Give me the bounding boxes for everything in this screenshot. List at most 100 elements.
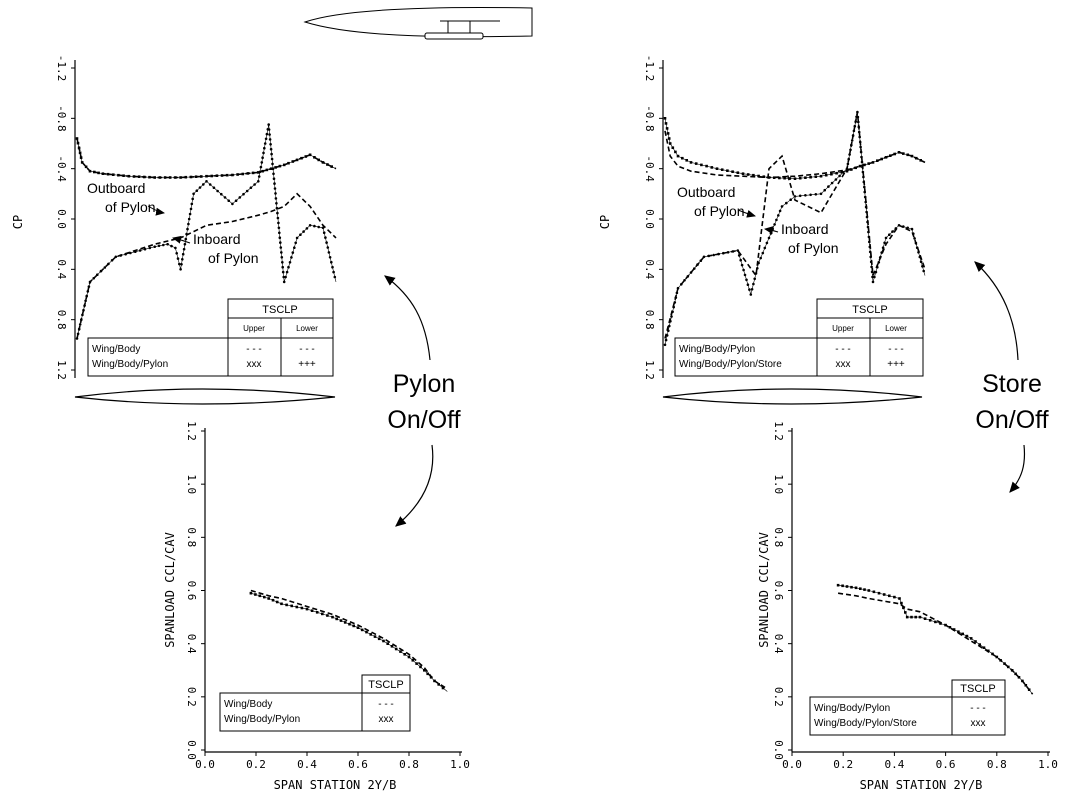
data-point	[889, 154, 892, 157]
data-point	[722, 251, 725, 255]
data-point	[317, 225, 321, 229]
data-point	[874, 270, 878, 274]
data-point	[883, 241, 886, 245]
data-point	[324, 236, 327, 239]
y-tick-label: -1.2	[643, 55, 656, 82]
data-point	[871, 280, 875, 284]
legend-row-label: Wing/Body/Pylon	[224, 714, 300, 725]
data-point	[267, 597, 270, 600]
data-point	[200, 175, 203, 178]
data-point	[76, 141, 80, 145]
data-point	[850, 585, 853, 589]
span-left-xlabel: SPAN STATION 2Y/B	[274, 778, 397, 792]
data-point	[923, 617, 927, 620]
series-line	[664, 130, 926, 179]
data-point	[356, 626, 360, 629]
data-point	[282, 280, 286, 284]
data-point	[170, 244, 173, 248]
data-point	[869, 255, 872, 259]
data-point	[174, 176, 177, 179]
annotation-inboard-sub: of Pylon	[208, 250, 259, 266]
y-tick-label: 0.4	[772, 634, 785, 654]
data-point	[274, 166, 277, 169]
legend-col-upper: Upper	[832, 324, 854, 333]
callout-pylon: Pylon On/Off	[384, 275, 461, 527]
span-left-legend: TSCLP Wing/Body Wing/Body/Pylon - - - xx…	[219, 674, 411, 732]
data-point	[317, 158, 320, 162]
data-point	[179, 268, 182, 271]
data-point	[166, 242, 169, 246]
data-point	[748, 288, 751, 291]
data-point	[134, 250, 137, 253]
data-point	[814, 193, 818, 196]
y-tick-label: 0.2	[185, 687, 198, 707]
data-point	[308, 153, 312, 157]
data-point	[915, 246, 919, 249]
data-point	[186, 227, 189, 231]
data-point	[322, 231, 326, 234]
legend-row-lower: +++	[887, 359, 905, 370]
data-point	[191, 197, 194, 201]
data-point	[189, 207, 193, 211]
data-point	[777, 214, 780, 217]
data-point	[944, 623, 947, 627]
data-point	[293, 246, 296, 249]
data-point	[423, 669, 426, 672]
legend-row-value: - - -	[970, 703, 986, 714]
data-point	[273, 187, 277, 190]
data-point	[663, 343, 667, 347]
data-point	[840, 170, 844, 174]
data-point	[80, 161, 84, 164]
data-point	[904, 611, 907, 614]
data-point	[369, 633, 372, 636]
data-point	[863, 185, 866, 189]
data-point	[731, 250, 735, 253]
data-point	[846, 162, 850, 166]
legend-row-lower: - - -	[299, 344, 315, 355]
data-point	[245, 189, 249, 193]
arrow-inboard	[172, 235, 191, 244]
data-point	[897, 151, 901, 154]
y-tick-label: 0.4	[643, 259, 656, 279]
data-point	[285, 603, 288, 607]
legend-header: TSCLP	[368, 679, 403, 691]
legend-row-upper: - - -	[835, 344, 851, 355]
data-point	[746, 173, 750, 176]
data-point	[999, 659, 1002, 662]
data-point	[178, 262, 181, 266]
data-point	[668, 324, 671, 328]
data-point	[991, 652, 994, 656]
data-point	[860, 155, 863, 159]
data-point	[804, 194, 807, 197]
data-point	[88, 280, 92, 284]
data-point	[261, 169, 264, 173]
data-point	[321, 161, 325, 164]
legend-row-label: Wing/Body/Pylon	[814, 703, 890, 714]
data-point	[327, 251, 331, 254]
data-point	[137, 175, 141, 178]
data-point	[1010, 669, 1014, 672]
span-right-ylabel: SPANLOAD CCL/CAV	[757, 532, 771, 648]
data-point	[291, 251, 295, 254]
data-point	[921, 265, 924, 268]
data-point	[106, 172, 110, 176]
data-point	[854, 166, 857, 170]
data-point	[238, 196, 242, 199]
data-point	[143, 175, 146, 179]
data-point	[902, 152, 905, 155]
data-point	[856, 110, 859, 114]
annotation-inboard: Inboard	[193, 231, 240, 247]
data-point	[85, 294, 88, 298]
data-point	[365, 630, 368, 634]
data-point	[700, 163, 703, 167]
y-tick-label: 0.4	[185, 634, 198, 654]
data-point	[261, 156, 264, 159]
data-point	[86, 290, 90, 293]
data-point	[906, 226, 909, 230]
data-point	[148, 175, 151, 179]
data-point	[119, 254, 122, 257]
data-point	[868, 250, 872, 254]
data-point	[330, 260, 333, 264]
data-point	[1014, 672, 1017, 676]
data-point	[686, 275, 690, 278]
